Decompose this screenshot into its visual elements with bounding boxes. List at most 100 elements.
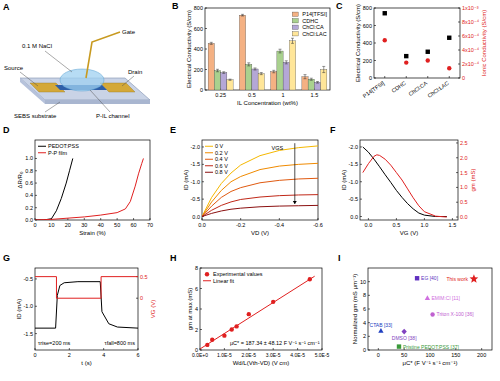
error-bar [216,69,219,71]
diagram-label: Source [4,65,24,71]
x-tick [322,348,323,350]
point [430,312,434,316]
x-tick [279,218,280,220]
y-tick [200,288,202,289]
x-tick [248,348,249,350]
y-tick-label: 8 [195,265,198,271]
y-tick [200,309,202,310]
bar [308,79,314,90]
x-tick [69,348,70,350]
point [426,50,430,54]
panel-letter: G [3,253,10,263]
y2-tick [456,142,458,143]
chart-panel: CP14[TFSI]CDHCChCl:CAChCl:LAC02004006008… [336,1,487,99]
point [447,36,451,40]
annotation: μC* = 187.34 ± 48.12 F V⁻¹ s⁻¹ cm⁻¹ [230,340,320,346]
error-bar [322,66,325,72]
y-tick [368,295,370,296]
point-label: This work [447,276,469,282]
x-tick-label: 0 [33,352,36,358]
x-tick [378,348,379,350]
y-tick-label: 10 [360,279,366,285]
line [202,195,318,217]
y-tick-label: 0.4 [25,192,33,198]
chart-panel: I050100150200μC* (F V⁻¹ s⁻¹ cm⁻¹)0246810… [338,253,492,366]
point-label: EMIM:Cl [11] [431,295,460,301]
y-tick [368,281,370,282]
y-tick [374,60,376,61]
y-tick-label: -1.0 [24,303,33,309]
legend-label: 0.4 V [215,156,228,162]
y-tick-label: 6 [363,306,366,312]
point [447,66,451,70]
x-axis-label: μC* (F V⁻¹ s⁻¹ cm⁻¹) [403,360,458,366]
y2-tick-label: 6x10⁻⁴ [462,33,480,39]
legend-label: 0 V [215,143,224,149]
y-tick [205,69,207,70]
panel-letter: E [170,125,176,135]
x-tick-label: 4.0E-5 [290,352,305,358]
chart-panel: B0.250.511.5IL Concentration (wt%)020040… [172,1,330,106]
panel-letter: H [170,253,177,263]
y-tick [35,333,37,334]
x-tick-label: 0.0 [365,222,373,228]
panel-letter: F [330,125,336,135]
panel-letter: C [336,1,343,11]
legend-label: P-P film [48,150,68,156]
y-tick [35,158,37,159]
bar [214,71,220,90]
x-tick-label: 30 [81,222,87,228]
x-tick-label: 2 [68,352,71,358]
line [363,155,447,217]
bar [252,69,258,90]
error-bar [304,75,307,79]
error-bar [229,79,232,80]
x-tick-label: 1.0 [421,222,429,228]
y-tick [202,164,204,165]
x-tick-label: CDHC [390,80,406,94]
bar [208,43,214,90]
point-label: DMSO [38] [392,335,417,341]
point-label: Pristine PEDOT:PSS [37] [403,344,459,350]
x-tick [240,218,241,220]
legend-label: Experimental values [213,271,263,277]
plot-area [378,274,478,348]
y2-tick-label: 2.0 [460,155,468,161]
plot-frame [374,8,460,78]
y-tick-label: 4 [195,306,198,312]
y-tick-label: 8 [363,292,366,298]
line [35,158,143,220]
y-tick-label: 0 [363,347,366,353]
line [35,277,138,299]
x-tick [202,218,203,220]
x-tick-label: 2.0E-5 [241,352,256,358]
y-tick-label: 0 [200,87,203,93]
y-tick-label: 800 [194,5,203,11]
panel-letter: B [172,1,179,11]
plot-frame [202,140,318,220]
point [383,38,387,42]
x-tick-label: 10 [48,222,54,228]
legend-label: ChCl:LAC [302,31,326,37]
x-tick [384,76,385,78]
y-tick-label: 0.0 [25,217,33,223]
y-tick-label: 0 [369,75,372,81]
y2-tick [456,172,458,173]
y-tick [202,199,204,200]
x-tick-label: 20 [65,222,71,228]
y-tick [374,8,376,9]
x-axis-label: VD (V) [251,230,269,236]
chart-panel: H0.0E+01.0E-52.0E-53.0E-54.0E-55.0E-5Wd/… [170,253,330,366]
annotation: VGS [272,145,284,151]
arrow-head [293,201,297,204]
y2-tick-label: 0.5 [140,274,148,280]
bar [227,80,233,90]
y-tick-label: 0 [195,347,198,353]
x-tick-label: 0 [377,352,380,358]
y2-tick [456,202,458,203]
y-tick [200,268,202,269]
y-tick [205,28,207,29]
x-tick-label: 1.5 [311,92,319,98]
error-bar [247,63,250,66]
x-tick-label: 60 [131,222,137,228]
